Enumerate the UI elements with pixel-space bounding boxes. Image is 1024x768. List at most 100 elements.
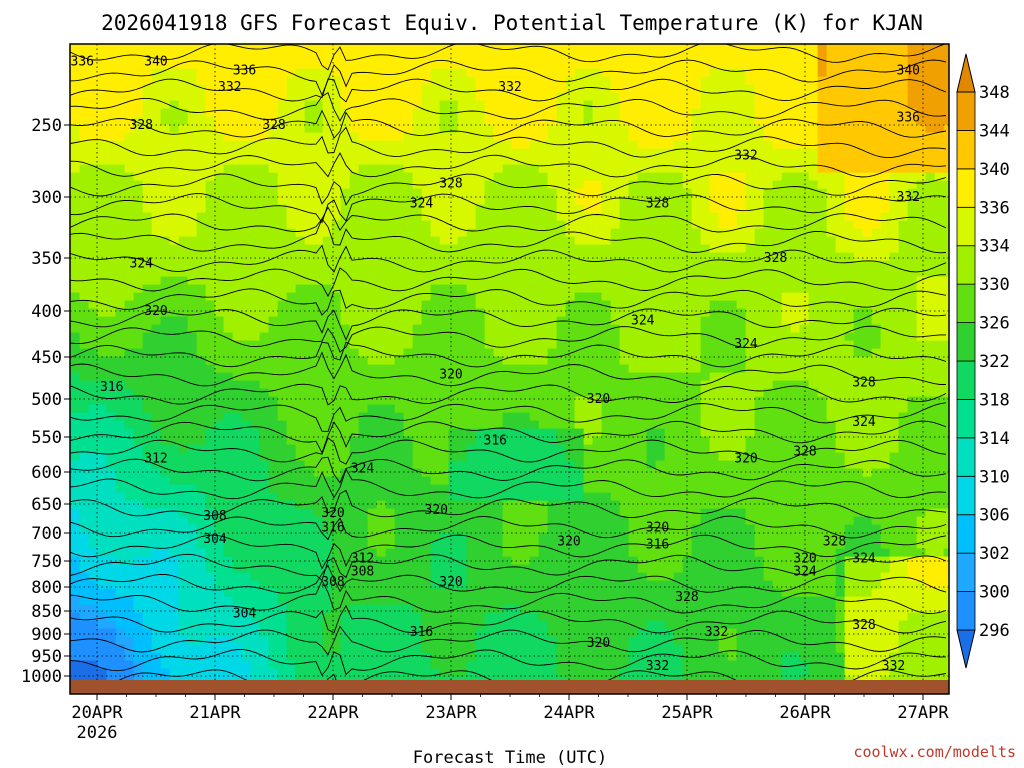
heat-cell bbox=[565, 444, 575, 453]
heat-cell bbox=[430, 132, 440, 141]
heat-cell bbox=[727, 444, 737, 453]
heat-cell bbox=[754, 116, 764, 125]
heat-cell bbox=[916, 556, 926, 565]
heat-cell bbox=[916, 420, 926, 429]
heat-cell bbox=[745, 356, 755, 365]
heat-cell bbox=[547, 340, 557, 349]
heat-cell bbox=[880, 100, 890, 109]
heat-cell bbox=[835, 132, 845, 141]
heat-cell bbox=[826, 460, 836, 469]
heat-cell bbox=[763, 100, 773, 109]
heat-cell bbox=[817, 348, 827, 357]
heat-cell bbox=[718, 564, 728, 573]
heat-cell bbox=[754, 484, 764, 493]
heat-cell bbox=[880, 172, 890, 181]
heat-cell bbox=[421, 612, 431, 621]
heat-cell bbox=[907, 556, 917, 565]
heat-cell bbox=[763, 116, 773, 125]
heat-cell bbox=[907, 572, 917, 581]
heat-cell bbox=[655, 628, 665, 637]
heat-cell bbox=[412, 492, 422, 501]
heat-cell bbox=[556, 572, 566, 581]
heat-cell bbox=[736, 116, 746, 125]
heat-cell bbox=[664, 204, 674, 213]
heat-cell bbox=[943, 124, 949, 133]
heat-cell bbox=[610, 436, 620, 445]
heat-cell bbox=[502, 196, 512, 205]
heat-cell bbox=[772, 292, 782, 301]
heat-cell bbox=[673, 116, 683, 125]
heat-cell bbox=[493, 92, 503, 101]
heat-cell bbox=[718, 596, 728, 605]
heat-cell bbox=[664, 404, 674, 413]
heat-cell bbox=[799, 428, 809, 437]
heat-cell bbox=[520, 340, 530, 349]
heat-cell bbox=[835, 532, 845, 541]
heat-cell bbox=[547, 548, 557, 557]
heat-cell bbox=[583, 172, 593, 181]
heat-cell bbox=[520, 108, 530, 117]
heat-cell bbox=[862, 604, 872, 613]
heat-cell bbox=[835, 628, 845, 637]
heat-cell bbox=[421, 636, 431, 645]
heat-cell bbox=[565, 572, 575, 581]
heat-cell bbox=[844, 636, 854, 645]
heat-cell bbox=[457, 612, 467, 621]
heat-cell bbox=[889, 132, 899, 141]
heat-cell bbox=[745, 204, 755, 213]
heat-cell bbox=[673, 476, 683, 485]
heat-cell bbox=[718, 660, 728, 669]
heat-cell bbox=[430, 356, 440, 365]
heat-cell bbox=[889, 268, 899, 277]
heat-cell bbox=[718, 580, 728, 589]
heat-cell bbox=[907, 548, 917, 557]
heat-cell bbox=[880, 388, 890, 397]
heat-cell bbox=[466, 108, 476, 117]
heat-cell bbox=[817, 388, 827, 397]
heat-cell bbox=[502, 636, 512, 645]
heat-cell bbox=[556, 380, 566, 389]
heat-cell bbox=[943, 252, 949, 261]
heat-cell bbox=[709, 284, 719, 293]
heat-cell bbox=[655, 348, 665, 357]
heat-cell bbox=[475, 292, 485, 301]
heat-cell bbox=[889, 372, 899, 381]
heat-cell bbox=[664, 148, 674, 157]
heat-cell bbox=[547, 420, 557, 429]
heat-cell bbox=[601, 396, 611, 405]
heat-cell bbox=[637, 668, 647, 677]
heat-cell bbox=[439, 436, 449, 445]
heat-cell bbox=[682, 484, 692, 493]
heat-cell bbox=[655, 188, 665, 197]
heat-cell bbox=[439, 252, 449, 261]
heat-cell bbox=[610, 604, 620, 613]
heat-cell bbox=[754, 172, 764, 181]
heat-cell bbox=[475, 236, 485, 245]
heat-cell bbox=[502, 444, 512, 453]
heat-cell bbox=[403, 364, 413, 373]
heat-cell bbox=[538, 572, 548, 581]
heat-cell bbox=[736, 484, 746, 493]
heat-cell bbox=[628, 244, 638, 253]
heat-cell bbox=[529, 284, 539, 293]
heat-cell bbox=[709, 180, 719, 189]
heat-cell bbox=[871, 572, 881, 581]
heat-cell bbox=[583, 108, 593, 117]
heat-cell bbox=[610, 164, 620, 173]
heat-cell bbox=[619, 476, 629, 485]
heat-cell bbox=[466, 572, 476, 581]
heat-cell bbox=[556, 628, 566, 637]
heat-cell bbox=[520, 516, 530, 525]
heat-cell bbox=[421, 108, 431, 117]
heat-cell bbox=[394, 180, 404, 189]
heat-cell bbox=[790, 244, 800, 253]
heat-cell bbox=[646, 636, 656, 645]
heat-cell bbox=[754, 556, 764, 565]
heat-cell bbox=[448, 572, 458, 581]
heat-cell bbox=[907, 92, 917, 101]
heat-cell bbox=[664, 508, 674, 517]
heat-cell bbox=[844, 460, 854, 469]
heat-cell bbox=[403, 644, 413, 653]
heat-cell bbox=[934, 292, 944, 301]
heat-cell bbox=[538, 188, 548, 197]
